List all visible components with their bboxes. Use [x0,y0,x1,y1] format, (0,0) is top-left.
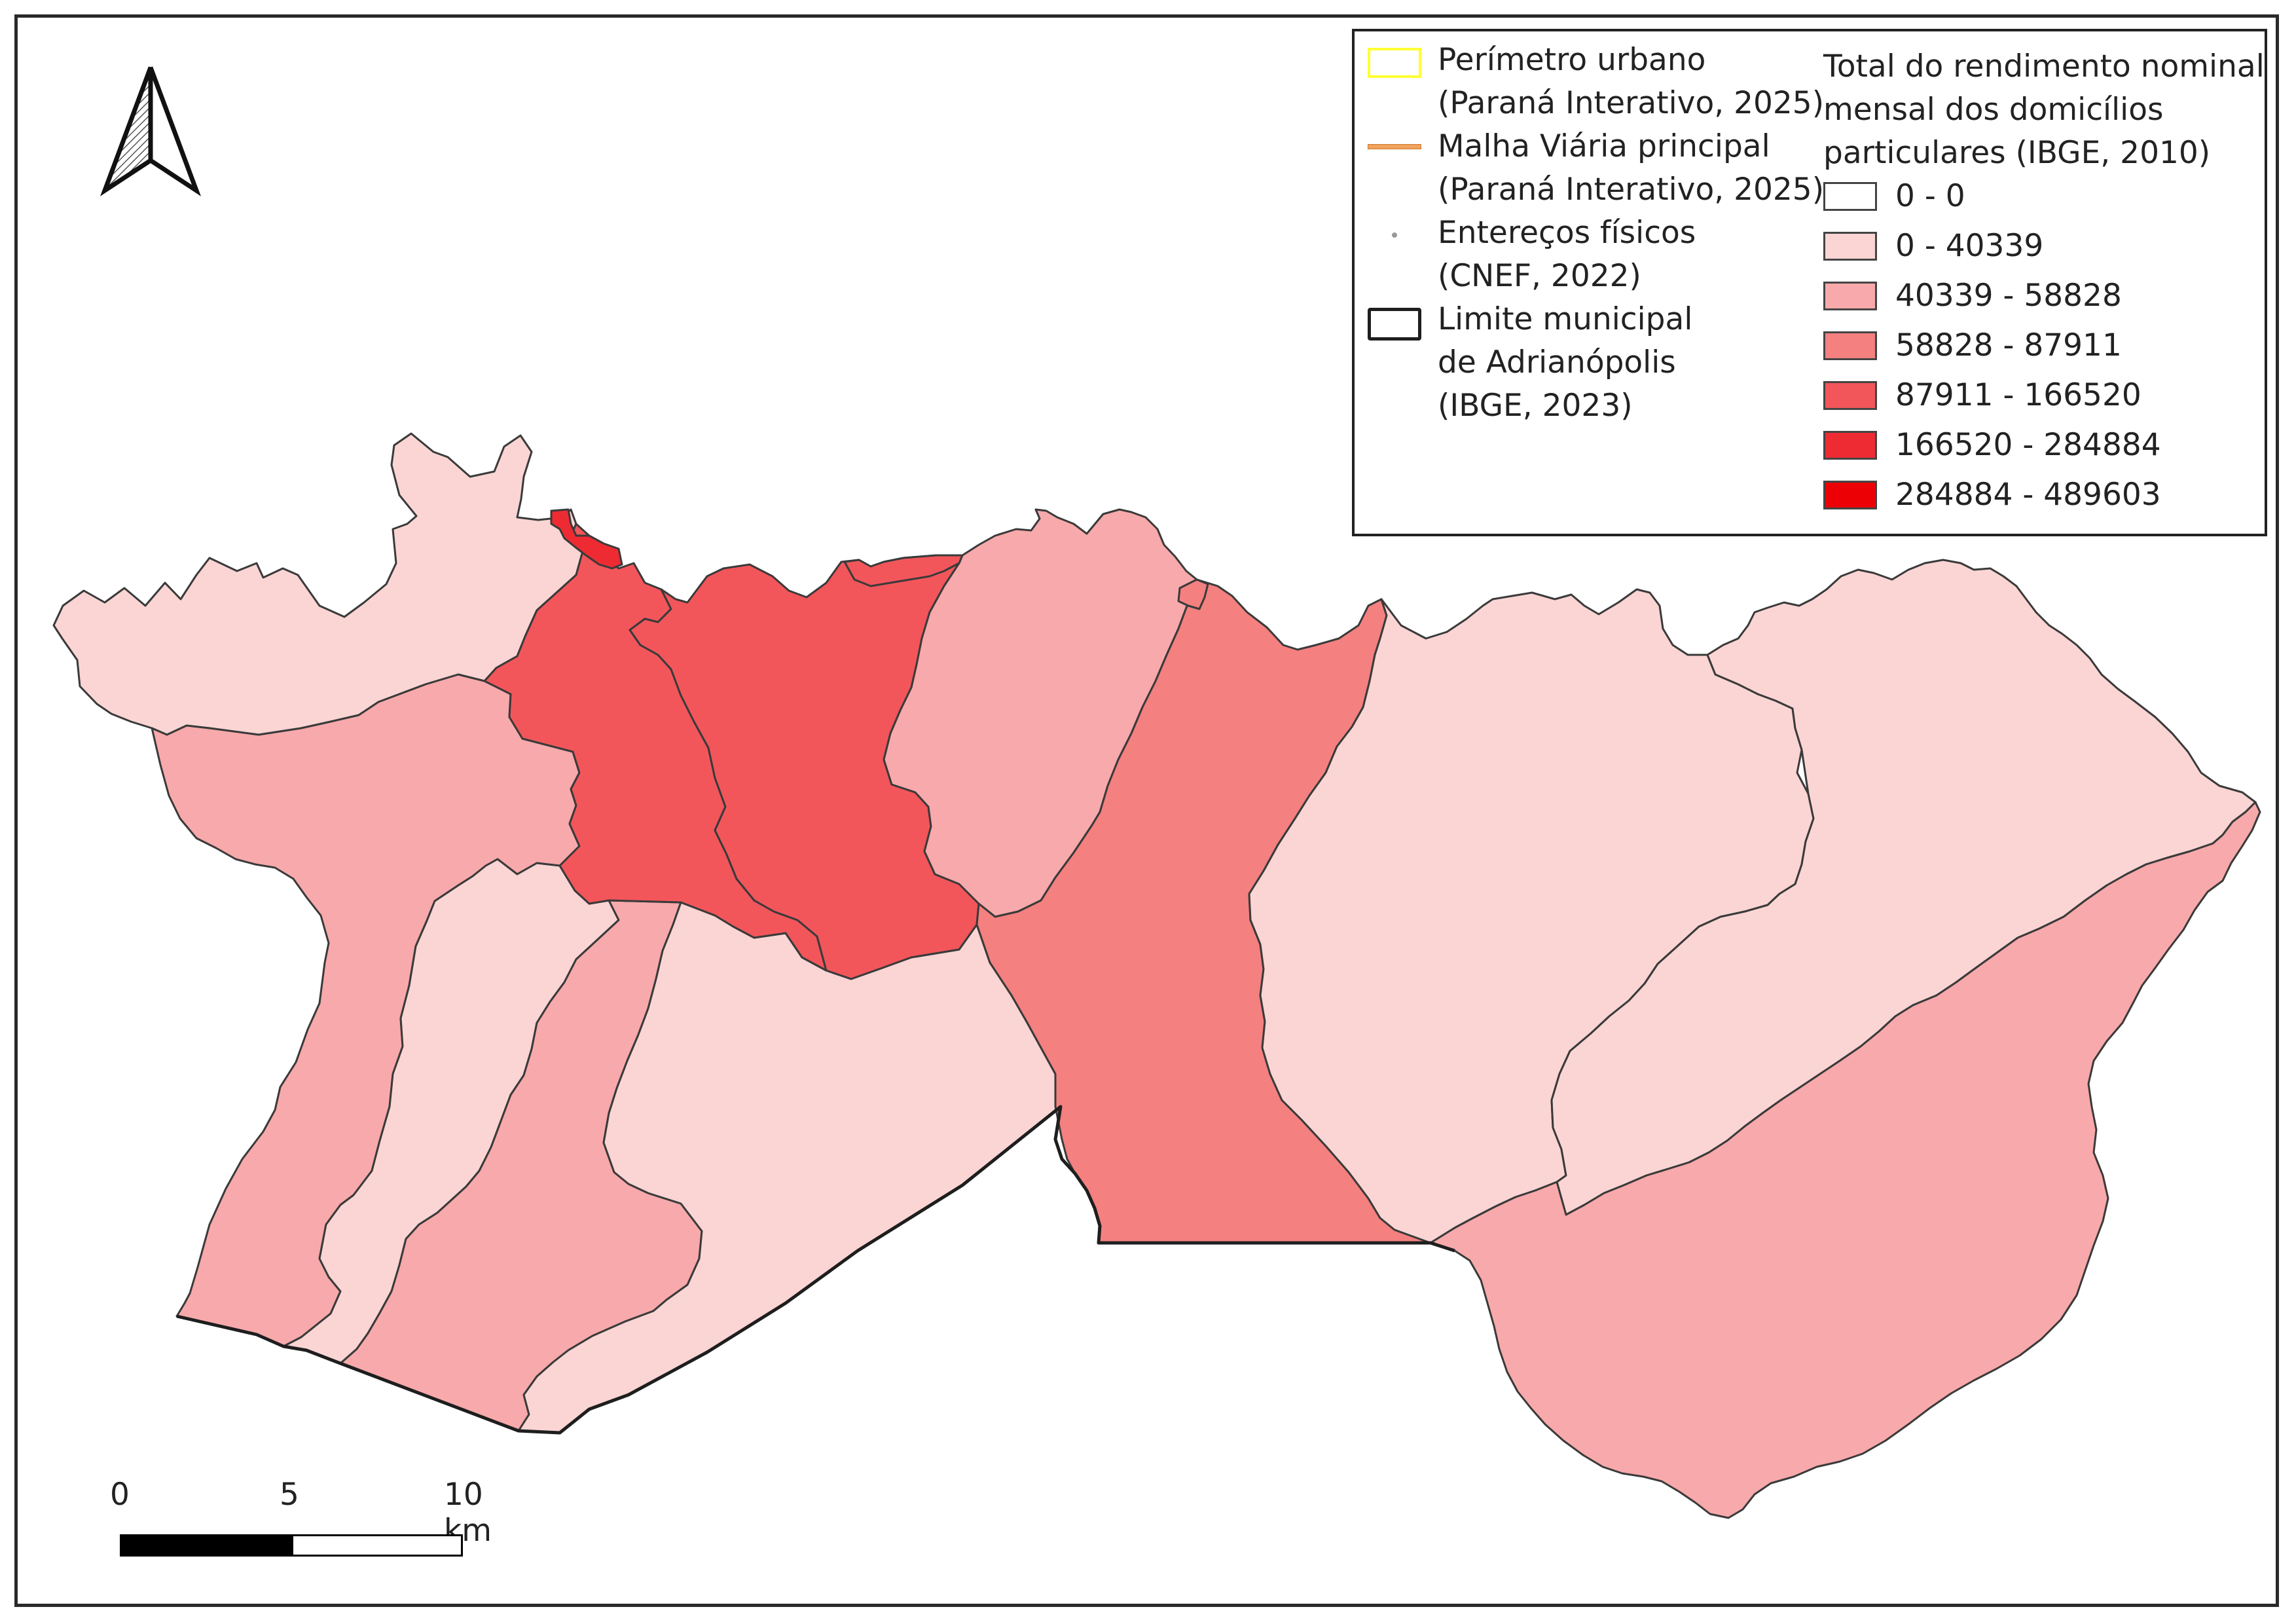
legend-swatch-perimetro-urbano [1368,48,1421,78]
legend-class-swatch [1823,232,1877,261]
legend-enderecos-line1: Entereços físicos [1438,215,1696,251]
legend-class-swatch [1823,431,1877,460]
scale-label-10km: 10 km [444,1477,492,1549]
legend-class-label: 0 - 0 [1895,178,1965,214]
legend-swatch-limite-municipal [1368,308,1421,341]
region-southeast [1429,801,2261,1519]
scale-segment-white [291,1534,463,1557]
legend-limite-line3: (IBGE, 2023) [1438,388,1633,424]
legend-choropleth-title-3: particulares (IBGE, 2010) [1823,135,2211,171]
legend-class-swatch [1823,381,1877,410]
scale-label-5: 5 [280,1477,299,1513]
legend-swatch-enderecos [1392,232,1397,238]
legend-swatch-malha-viaria [1368,144,1421,149]
legend-class-swatch [1823,182,1877,211]
municipal-boundary [176,1105,1455,1435]
legend-class-swatch [1823,481,1877,509]
legend-enderecos-line2: (CNEF, 2022) [1438,258,1641,294]
region-urban-north-sliver [550,508,623,570]
legend-class-label: 58828 - 87911 [1895,327,2122,363]
region-urban-north-tiny [1177,578,1209,610]
region-urban-north-small [843,554,964,587]
legend-choropleth-title-1: Total do rendimento nominal [1823,48,2265,84]
legend-malha-line2: (Paraná Interativo, 2025) [1438,172,1825,208]
scale-label-0: 0 [110,1477,130,1513]
legend-malha-line1: Malha Viária principal [1438,128,1770,164]
legend-perimetro-line2: (Paraná Interativo, 2025) [1438,85,1825,121]
legend-limite-line1: Limite municipal [1438,301,1693,337]
scale-bar: 0 5 10 km [110,1477,492,1557]
legend-perimetro-line1: Perímetro urbano [1438,42,1706,78]
legend-class-swatch [1823,282,1877,310]
legend-class-label: 87911 - 166520 [1895,377,2141,413]
map-frame [14,14,2279,1607]
scale-segment-black [120,1534,291,1557]
legend-class-label: 40339 - 58828 [1895,278,2122,314]
legend-limite-line2: de Adrianópolis [1438,344,1676,380]
north-arrow-icon [100,66,202,196]
legend-class-label: 284884 - 489603 [1895,477,2161,513]
legend-class-swatch [1823,331,1877,360]
legend-class-label: 166520 - 284884 [1895,427,2161,463]
legend-class-label: 0 - 40339 [1895,228,2044,264]
legend: Perímetro urbano (Paraná Interativo, 202… [1352,29,2267,536]
legend-choropleth-title-2: mensal dos domicílios [1823,92,2164,128]
